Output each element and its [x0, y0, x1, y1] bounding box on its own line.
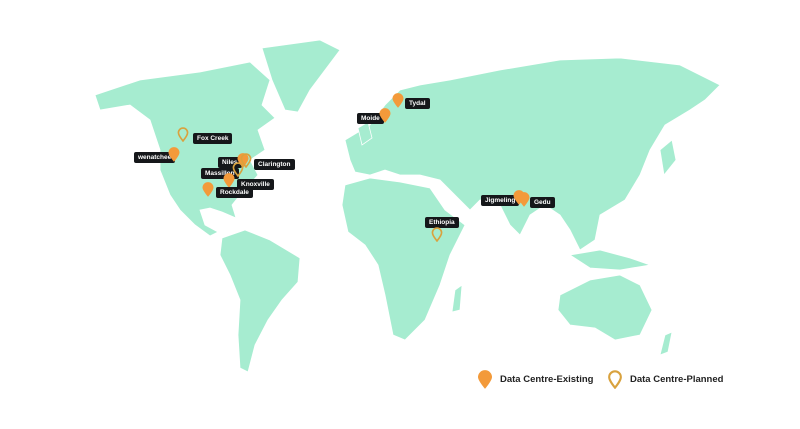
madagascar — [451, 284, 463, 313]
existing-pin-icon[interactable] — [223, 173, 235, 188]
site-label: Jigmeling — [481, 195, 520, 206]
existing-pin-icon[interactable] — [518, 192, 530, 207]
eurasia — [344, 57, 721, 251]
site-label: Rockdale — [216, 187, 253, 198]
existing-pin-icon[interactable] — [392, 93, 404, 108]
planned-pin-icon[interactable] — [232, 162, 244, 178]
existing-pin-icon[interactable] — [379, 108, 391, 123]
site-label: Niles — [218, 157, 242, 168]
japan — [659, 139, 677, 176]
site-label: Knoxville — [237, 179, 274, 190]
planned-pin-icon[interactable] — [431, 227, 443, 243]
site-label: Moide — [357, 113, 384, 124]
australia — [557, 274, 653, 341]
planned-pin-icon — [608, 370, 622, 389]
legend-planned: Data Centre-Planned — [608, 370, 723, 389]
existing-pin-icon[interactable] — [168, 147, 180, 162]
legend-planned-label: Data Centre-Planned — [630, 374, 724, 385]
site-label: Fox Creek — [193, 133, 233, 144]
planned-pin-icon[interactable] — [240, 153, 252, 169]
new-zealand — [659, 331, 673, 356]
uk — [357, 121, 373, 146]
site-label: Gedu — [530, 197, 555, 208]
existing-pin-icon — [478, 370, 492, 389]
legend-existing-label: Data Centre-Existing — [500, 374, 594, 385]
site-label: Clarington — [254, 159, 295, 170]
north-america — [94, 61, 276, 237]
site-label: Tydal — [405, 98, 430, 109]
site-label: Massillon — [201, 168, 239, 179]
greenland — [261, 39, 341, 113]
legend-existing: Data Centre-Existing — [478, 370, 593, 389]
southeast-asia-islands — [568, 249, 651, 271]
existing-pin-icon[interactable] — [202, 182, 214, 197]
south-america — [219, 229, 301, 373]
africa — [341, 177, 466, 341]
site-label: wenatchee — [134, 152, 176, 163]
site-label: Ethiopia — [425, 217, 459, 228]
planned-pin-icon[interactable] — [177, 127, 189, 143]
